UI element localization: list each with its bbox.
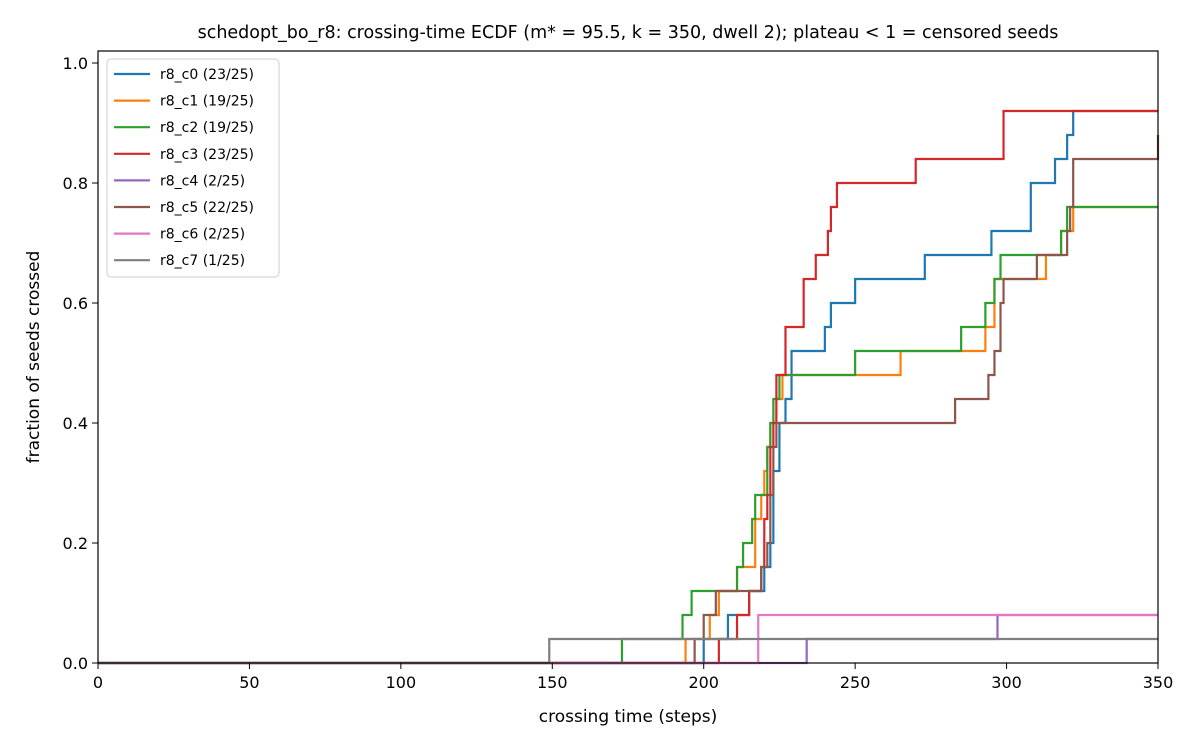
legend: r8_c0 (23/25) r8_c1 (19/25) r8_c2 (19/25) r… (106, 58, 280, 278)
x-tick-label: 150 (537, 673, 568, 692)
x-axis-ticks: 0 50 100 150 200 250 300 350 (93, 663, 1173, 692)
legend-entry-label: r8_c3 (23/25) (160, 147, 254, 163)
x-tick-label: 100 (386, 673, 417, 692)
x-tick-label: 250 (840, 673, 871, 692)
legend-box (106, 58, 280, 278)
y-axis-ticks: 0.0 0.2 0.4 0.6 0.8 1.0 (63, 54, 98, 673)
x-tick-label: 300 (991, 673, 1022, 692)
series-line-3 (98, 109, 1158, 665)
legend-entry-label: r8_c4 (2/25) (160, 173, 245, 189)
legend-entry-label: r8_c2 (19/25) (160, 120, 254, 136)
x-axis-label: crossing time (steps) (539, 707, 717, 727)
legend-entry-label: r8_c1 (19/25) (160, 94, 254, 110)
y-tick-label: 0.6 (63, 294, 88, 313)
series-line-5 (98, 135, 1160, 665)
x-tick-label: 200 (688, 673, 719, 692)
y-axis-label: fraction of seeds crossed (24, 251, 44, 464)
x-tick-label: 0 (93, 673, 103, 692)
chart-title: schedopt_bo_r8: crossing-time ECDF (m* =… (198, 23, 1059, 43)
y-tick-label: 0.2 (63, 534, 88, 553)
y-tick-label: 1.0 (63, 54, 88, 73)
x-tick-label: 50 (239, 673, 259, 692)
y-tick-label: 0.0 (63, 654, 88, 673)
legend-entry-label: r8_c6 (2/25) (160, 227, 245, 243)
y-tick-label: 0.4 (63, 414, 88, 433)
legend-entry-label: r8_c0 (23/25) (160, 67, 254, 83)
legend-entry-label: r8_c5 (22/25) (160, 200, 254, 216)
x-tick-label: 350 (1143, 673, 1174, 692)
y-tick-label: 0.8 (63, 174, 88, 193)
plot-frame (97, 50, 1159, 664)
legend-entry-label: r8_c7 (1/25) (160, 253, 245, 269)
